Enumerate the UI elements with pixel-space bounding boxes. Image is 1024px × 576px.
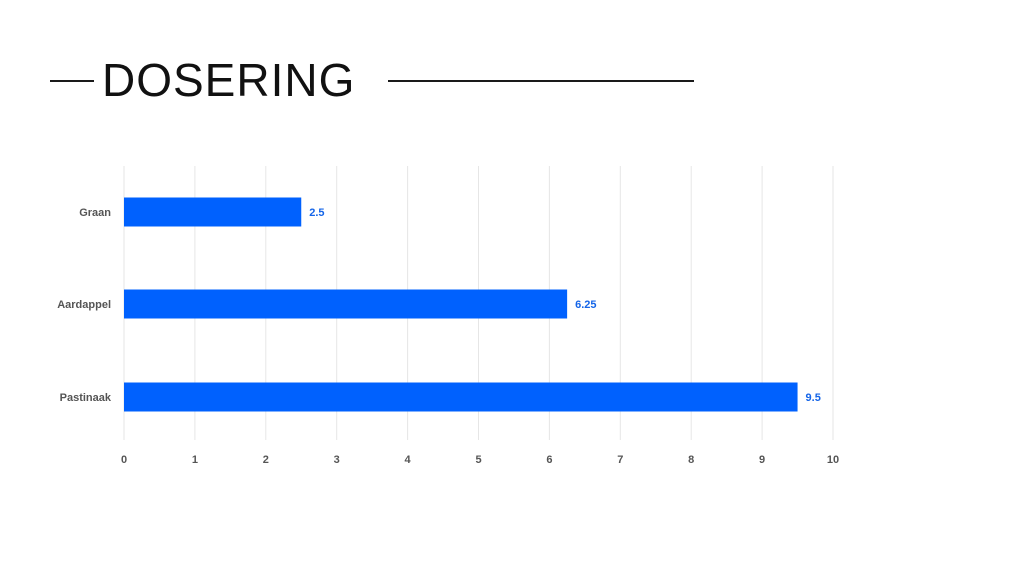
bar-graan [124, 197, 302, 227]
title-rule-left [50, 80, 94, 82]
data-labels: 2.5 6.25 9.5 [309, 207, 821, 404]
x-tick-label: 3 [334, 454, 340, 466]
x-tick-label: 0 [121, 454, 127, 466]
bars [124, 197, 798, 412]
data-label: 6.25 [575, 299, 596, 311]
x-axis-ticks: 0 1 2 3 4 5 6 7 8 9 10 [121, 454, 839, 466]
x-tick-label: 7 [617, 454, 623, 466]
x-tick-label: 4 [405, 454, 412, 466]
data-label: 9.5 [806, 392, 821, 404]
category-label: Graan [79, 207, 111, 219]
slide-title: DOSERING [102, 54, 356, 106]
x-tick-label: 9 [759, 454, 765, 466]
bar-pastinaak [124, 382, 798, 412]
x-tick-label: 6 [546, 454, 552, 466]
x-tick-label: 5 [475, 454, 481, 466]
bar-aardappel [124, 289, 568, 319]
category-label: Aardappel [57, 299, 111, 311]
data-label: 2.5 [309, 207, 324, 219]
category-label: Pastinaak [60, 392, 112, 404]
x-tick-label: 10 [827, 454, 839, 466]
title-rule-right [388, 80, 694, 82]
x-tick-label: 8 [688, 454, 694, 466]
category-labels: Graan Aardappel Pastinaak [57, 207, 112, 404]
x-tick-label: 2 [263, 454, 269, 466]
x-tick-label: 1 [192, 454, 198, 466]
